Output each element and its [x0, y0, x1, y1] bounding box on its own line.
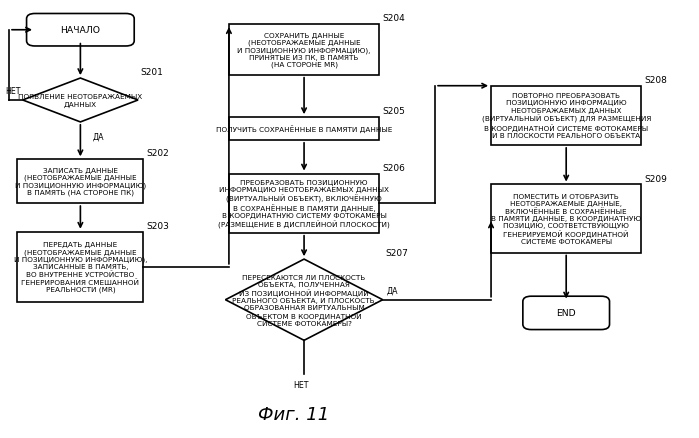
Polygon shape: [225, 259, 383, 341]
FancyBboxPatch shape: [27, 14, 134, 47]
Text: Фиг. 11: Фиг. 11: [258, 405, 329, 423]
Bar: [229, 174, 379, 233]
Text: END: END: [556, 309, 576, 318]
Text: ПОЯВЛЕНИЕ НЕОТОБРАЖАЕМЫХ
ДАННЫХ: ПОЯВЛЕНИЕ НЕОТОБРАЖАЕМЫХ ДАННЫХ: [18, 94, 143, 107]
Text: ПОМЕСТИТЬ И ОТОБРАЗИТЬ
НЕОТОБРАЖАЕМЫЕ ДАННЫЕ,
ВКЛЮЧЁННЫЕ В СОХРАНЁННЫЕ
В ПАМЯТИ : ПОМЕСТИТЬ И ОТОБРАЗИТЬ НЕОТОБРАЖАЕМЫЕ ДА…: [491, 193, 641, 245]
Text: S206: S206: [382, 163, 405, 172]
Bar: [491, 185, 642, 253]
Text: ДА: ДА: [386, 286, 398, 295]
Text: ДА: ДА: [93, 132, 104, 141]
Text: S205: S205: [382, 107, 405, 116]
Text: ПЕРЕДАТЬ ДАННЫЕ
(НЕОТОБРАЖАЕМЫЕ ДАННЫЕ
И ПОЗИЦИОННУЮ ИНФОРМАЦИЮ),
ЗАПИСАННЫЕ В П: ПЕРЕДАТЬ ДАННЫЕ (НЕОТОБРАЖАЕМЫЕ ДАННЫЕ И…: [14, 242, 147, 293]
Text: S209: S209: [644, 174, 667, 183]
Text: НЕТ: НЕТ: [293, 380, 308, 389]
Bar: [229, 118, 379, 141]
Text: НАЧАЛО: НАЧАЛО: [60, 26, 101, 35]
Bar: [229, 25, 379, 75]
Text: S207: S207: [386, 249, 408, 258]
Text: ЗАПИСАТЬ ДАННЫЕ
(НЕОТОБРАЖАЕМЫЕ ДАННЫЕ
И ПОЗИЦИОННУЮ ИНФОРМАЦИЮ)
В ПАМЯТЬ (НА СТ: ЗАПИСАТЬ ДАННЫЕ (НЕОТОБРАЖАЕМЫЕ ДАННЫЕ И…: [15, 167, 146, 196]
FancyBboxPatch shape: [523, 297, 610, 330]
Text: S204: S204: [382, 14, 405, 23]
Text: ПРЕОБРАЗОВАТЬ ПОЗИЦИОННУЮ
ИНФОРМАЦИЮ НЕОТОБРАЖАЕМЫХ ДАННЫХ
(ВИРТУАЛЬНЫЙ ОБЪЕКТ),: ПРЕОБРАЗОВАТЬ ПОЗИЦИОННУЮ ИНФОРМАЦИЮ НЕО…: [218, 179, 390, 228]
Text: ПЕРЕСЕКАЮТСЯ ЛИ ПЛОСКОСТЬ
ОБЪЕКТА, ПОЛУЧЕННАЯ
ИЗ ПОЗИЦИОННОЙ ИНФОРМАЦИИ
РЕАЛЬНОГ: ПЕРЕСЕКАЮТСЯ ЛИ ПЛОСКОСТЬ ОБЪЕКТА, ПОЛУЧ…: [231, 274, 377, 326]
Text: ПОВТОРНО ПРЕОБРАЗОВАТЬ
ПОЗИЦИОННУЮ ИНФОРМАЦИЮ
НЕОТОБРАЖАЕМЫХ ДАННЫХ
(ВИРТУАЛЬНЫЙ: ПОВТОРНО ПРЕОБРАЗОВАТЬ ПОЗИЦИОННУЮ ИНФОР…: [482, 93, 651, 139]
Text: S203: S203: [146, 221, 169, 230]
Bar: [17, 160, 143, 204]
Bar: [491, 87, 642, 145]
Bar: [17, 232, 143, 302]
Text: S202: S202: [146, 149, 169, 158]
Text: СОХРАНИТЬ ДАННЫЕ
(НЕОТОБРАЖАЕМЫЕ ДАННЫЕ
И ПОЗИЦИОННУЮ ИНФОРМАЦИЮ),
ПРИНЯТЫЕ ИЗ П: СОХРАНИТЬ ДАННЫЕ (НЕОТОБРАЖАЕМЫЕ ДАННЫЕ …: [238, 32, 370, 68]
Text: ПОЛУЧИТЬ СОХРАНЁННЫЕ В ПАМЯТИ ДАННЫЕ: ПОЛУЧИТЬ СОХРАНЁННЫЕ В ПАМЯТИ ДАННЫЕ: [216, 125, 392, 133]
Text: S208: S208: [644, 76, 667, 85]
Polygon shape: [22, 79, 138, 123]
Text: НЕТ: НЕТ: [5, 86, 21, 95]
Text: S201: S201: [141, 68, 164, 77]
